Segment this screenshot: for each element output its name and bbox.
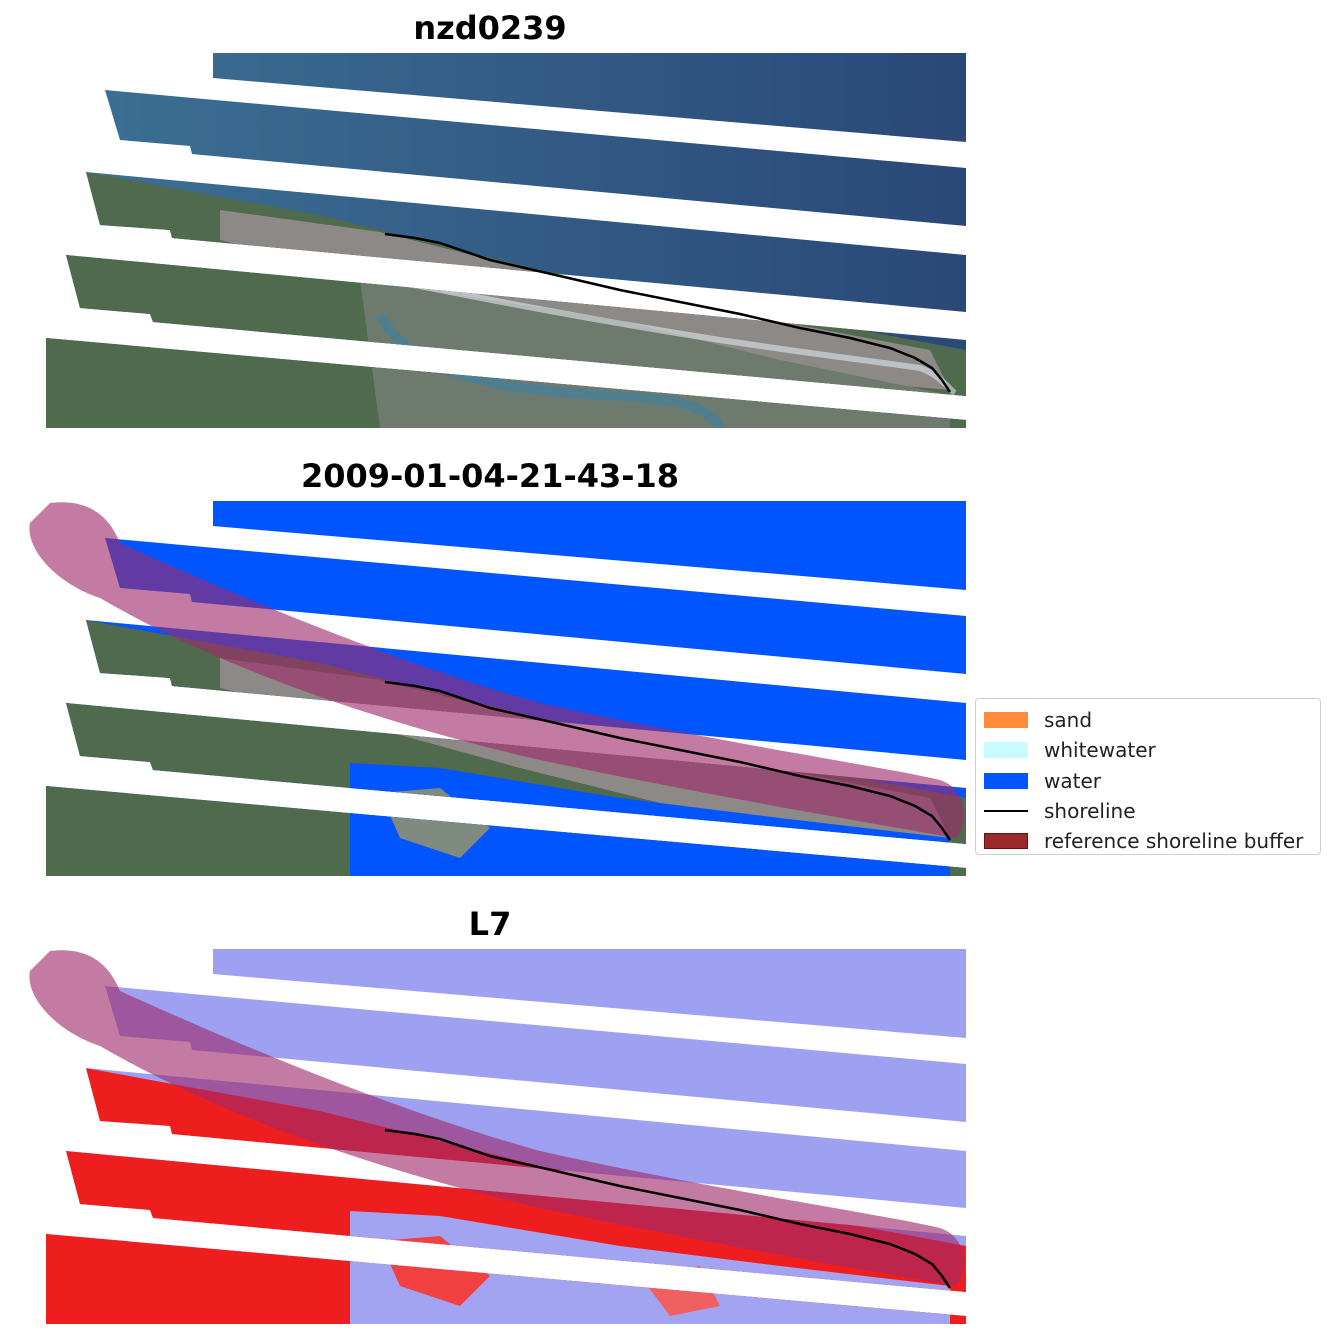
- legend-label: sand: [1044, 708, 1093, 733]
- legend-label: whitewater: [1044, 738, 1156, 763]
- reference-buffer: [29, 502, 965, 838]
- shoreline-line: [384, 1128, 952, 1289]
- legend-label: water: [1044, 768, 1101, 793]
- sand-swatch: [984, 712, 1028, 729]
- buffer-swatch: [984, 833, 1028, 850]
- shoreline-line: [384, 232, 952, 393]
- rgb-image-panel: [20, 50, 966, 428]
- panel-title-rgb: nzd0239: [413, 9, 567, 47]
- legend-item-shoreline: shoreline: [976, 796, 1320, 826]
- legend-item-sand: sand: [976, 705, 1320, 735]
- whitewater-swatch: [984, 742, 1028, 759]
- legend: sand whitewater water shoreline referenc…: [975, 698, 1321, 855]
- legend-item-buffer: reference shoreline buffer: [976, 826, 1320, 856]
- shoreline-line: [384, 680, 952, 841]
- legend-label: reference shoreline buffer: [1044, 829, 1304, 854]
- reference-buffer: [29, 950, 965, 1286]
- panel-title-classified: 2009-01-04-21-43-18: [300, 457, 680, 495]
- classified-image-panel: [20, 498, 966, 876]
- legend-label: shoreline: [1044, 799, 1136, 824]
- legend-item-whitewater: whitewater: [976, 735, 1320, 765]
- panel-title-mndwi: L7: [468, 905, 512, 943]
- shoreline-swatch: [984, 810, 1028, 813]
- water-swatch: [984, 772, 1028, 789]
- legend-item-water: water: [976, 766, 1320, 796]
- mndwi-image-panel: [20, 946, 966, 1324]
